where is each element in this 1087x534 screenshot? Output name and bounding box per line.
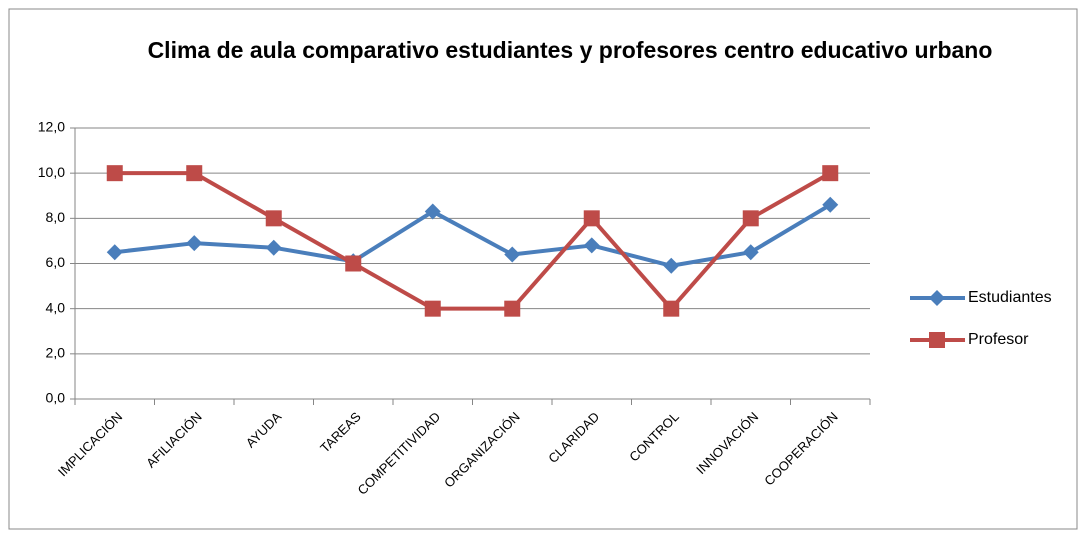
data-point [265,210,282,227]
data-point [663,300,680,317]
series-line [114,203,832,268]
data-point [106,165,123,182]
legend-label: Profesor [968,331,1029,348]
y-tick-label: 10,0 [38,164,65,180]
data-point [424,300,441,317]
legend-marker [929,332,945,348]
y-tick-label: 4,0 [46,299,66,315]
data-point [822,165,839,182]
chart-title: Clima de aula comparativo estudiantes y … [147,37,993,63]
data-point [742,244,759,261]
y-tick-label: 2,0 [46,345,66,361]
data-point [504,300,521,317]
y-tick-label: 0,0 [46,390,66,406]
y-tick-label: 8,0 [46,209,66,225]
legend-marker [929,290,945,306]
data-point [186,165,203,182]
data-point [663,257,680,274]
data-point [265,239,282,256]
y-tick-label: 12,0 [38,119,65,135]
y-tick-label: 6,0 [46,254,66,270]
series-line [114,171,832,311]
data-point [583,237,600,254]
data-point [345,255,362,272]
chart-border [8,8,1078,530]
data-point [186,235,203,252]
data-point [822,196,839,213]
legend-label: Estudiantes [968,289,1052,306]
data-point [106,244,123,261]
data-point [424,203,441,220]
data-point [504,246,521,263]
data-point [742,210,759,227]
data-point [583,210,600,227]
